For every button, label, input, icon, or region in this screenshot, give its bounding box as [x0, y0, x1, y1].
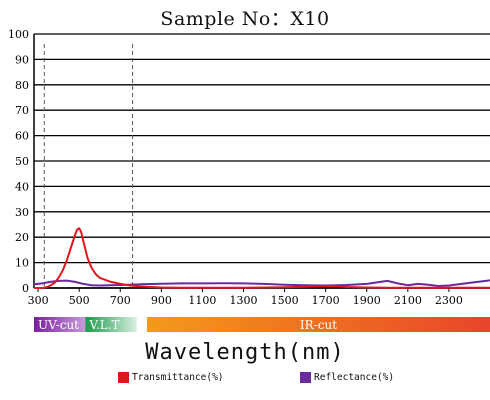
band-label: V.L.T — [88, 318, 119, 332]
y-tick-label: 0 — [22, 282, 29, 295]
x-tick-label: 1900 — [353, 294, 381, 307]
legend-item-transmittance: Transmittance(%) — [118, 372, 224, 383]
x-tick-labels: 300 500 700 900 1100 1300 1500 1700 1900 2100 2300 — [28, 288, 463, 307]
y-tick-label: 10 — [15, 257, 29, 270]
y-tick-label: 80 — [15, 79, 29, 92]
x-tick-label: 2300 — [435, 294, 463, 307]
x-tick-label: 500 — [69, 294, 90, 307]
y-tick-label: 70 — [15, 104, 29, 117]
y-tick-labels: 0 10 20 30 40 50 60 70 80 90 100 — [8, 28, 29, 295]
y-tick-label: 50 — [15, 155, 29, 168]
legend-swatch-transmittance — [118, 372, 129, 383]
x-tick-label: 900 — [151, 294, 172, 307]
y-tick-label: 40 — [15, 180, 29, 193]
band-label: IR-cut — [300, 318, 337, 332]
x-axis-label: Wavelength(nm) — [145, 340, 345, 365]
x-tick-label: 700 — [110, 294, 131, 307]
band-uv-cut — [34, 317, 86, 332]
legend-label-reflectance: Reflectance(%) — [314, 372, 395, 383]
x-tick-label: 1100 — [188, 294, 216, 307]
chart-title: Sample No：X10 — [160, 8, 330, 30]
series-line — [33, 279, 490, 287]
y-tick-label: 20 — [15, 231, 29, 244]
band-v-l-t — [85, 317, 137, 332]
series-lines — [33, 227, 490, 289]
y-tick-label: 30 — [15, 206, 29, 219]
grid-lines — [34, 33, 490, 289]
y-tick-label: 60 — [15, 130, 29, 143]
x-tick-label: 1500 — [271, 294, 299, 307]
y-tick-label: 100 — [8, 28, 29, 41]
x-tick-label: 300 — [28, 294, 49, 307]
legend-label-transmittance: Transmittance(%) — [132, 372, 224, 383]
x-tick-label: 1300 — [230, 294, 258, 307]
series-line — [34, 227, 490, 289]
reference-lines — [43, 44, 134, 288]
legend-item-reflectance: Reflectance(%) — [300, 372, 394, 383]
x-tick-label: 1700 — [312, 294, 340, 307]
x-tick-label: 2100 — [394, 294, 422, 307]
wavelength-bands: UV-cut V.L.T IR-cut — [34, 317, 490, 332]
y-tick-label: 90 — [15, 53, 29, 66]
legend-swatch-reflectance — [300, 372, 311, 383]
band-label: UV-cut — [38, 318, 79, 332]
band-ir-cut — [146, 317, 490, 332]
